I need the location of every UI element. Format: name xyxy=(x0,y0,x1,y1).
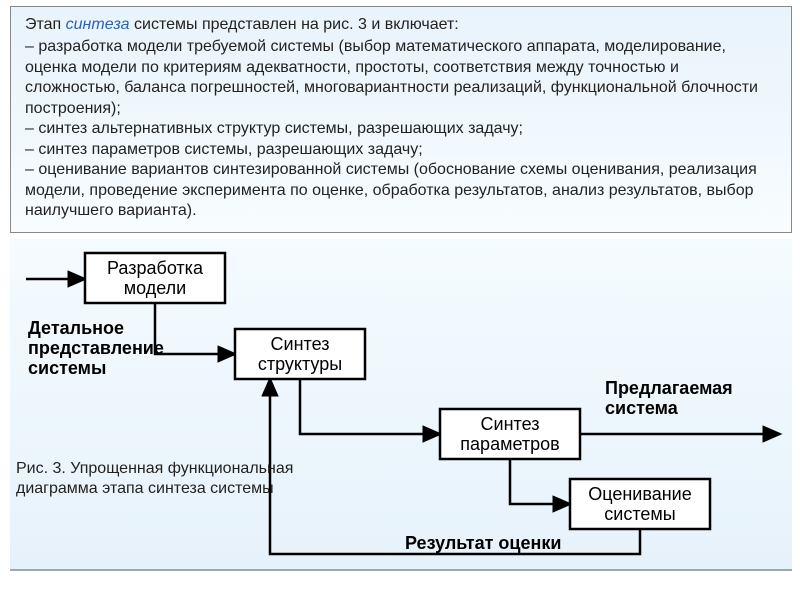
edge-e23 xyxy=(300,379,440,434)
node-n3: Синтезпараметров xyxy=(440,409,580,459)
svg-text:Синтез: Синтез xyxy=(271,334,330,354)
node-n4: Оцениваниесистемы xyxy=(570,479,710,529)
intro-synth: синтеза xyxy=(66,16,130,33)
svg-text:структуры: структуры xyxy=(258,354,342,374)
diagram-panel: РазработкамоделиСинтезструктурыСинтезпар… xyxy=(10,239,792,571)
edge-e34 xyxy=(510,459,570,504)
flowchart-svg: РазработкамоделиСинтезструктурыСинтезпар… xyxy=(10,239,790,569)
label-l1: Детальноепредставлениесистемы xyxy=(28,318,164,378)
intro-pre: Этап xyxy=(25,16,66,33)
svg-text:Оценивание: Оценивание xyxy=(588,484,692,504)
text-panel: Этап синтеза системы представлен на рис.… xyxy=(10,6,792,233)
svg-text:системы: системы xyxy=(604,504,675,524)
intro-post: системы представлен на рис. 3 и включает… xyxy=(130,16,459,33)
svg-text:Детальное: Детальное xyxy=(28,318,124,338)
svg-text:Разработка: Разработка xyxy=(107,258,204,278)
bullet-3: – оценивание вариантов синтезированной с… xyxy=(25,160,777,221)
edge-e12 xyxy=(155,303,235,354)
node-n1: Разработкамодели xyxy=(85,253,225,303)
svg-text:Предлагаемая: Предлагаемая xyxy=(605,378,733,398)
svg-text:модели: модели xyxy=(124,278,186,298)
svg-text:система: система xyxy=(605,398,679,418)
bullet-0: – разработка модели требуемой системы (в… xyxy=(25,37,777,119)
svg-text:Результат оценки: Результат оценки xyxy=(405,533,561,553)
svg-text:представление: представление xyxy=(28,338,164,358)
bullet-2: – синтез параметров системы, разрешающих… xyxy=(25,140,777,160)
intro-line: Этап синтеза системы представлен на рис.… xyxy=(25,15,777,35)
label-l2: Предлагаемаясистема xyxy=(605,378,733,418)
node-n2: Синтезструктуры xyxy=(235,329,365,379)
svg-text:системы: системы xyxy=(28,358,106,378)
label-l3: Результат оценки xyxy=(405,533,561,553)
bullet-1: – синтез альтернативных структур системы… xyxy=(25,119,777,139)
svg-text:Синтез: Синтез xyxy=(481,414,540,434)
diagram-caption: Рис. 3. Упрощенная функциональная диагра… xyxy=(16,459,316,499)
svg-text:параметров: параметров xyxy=(460,434,559,454)
